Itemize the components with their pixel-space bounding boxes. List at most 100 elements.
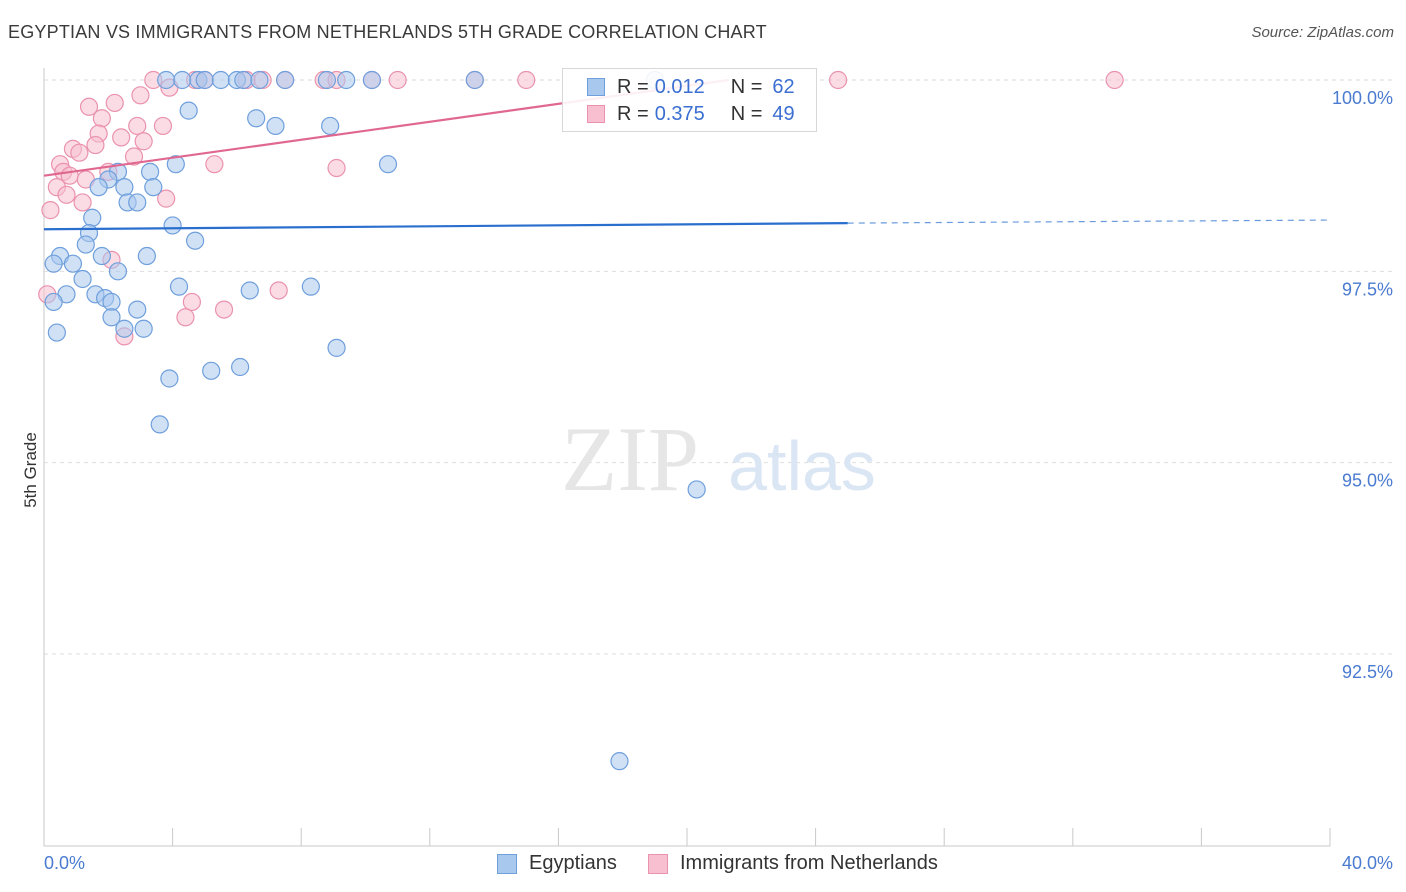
egyptians-point — [140, 162, 160, 181]
egyptians-point — [73, 269, 92, 289]
x-tick-label-max: 40.0% — [1342, 853, 1393, 873]
netherlands-point — [214, 300, 234, 319]
egyptians-point — [134, 319, 153, 338]
netherlands-point — [829, 70, 848, 90]
legend-r-value: 0.375 — [654, 102, 705, 125]
legend-swatch-pink — [587, 105, 605, 123]
egyptians-point — [247, 109, 266, 128]
egyptians-point — [44, 254, 63, 273]
egyptians-point — [362, 70, 382, 90]
y-tick-label: 95.0% — [1342, 471, 1393, 491]
legend-r-value: 0.012 — [654, 75, 705, 98]
series-egyptians-points — [44, 70, 706, 771]
egyptians-point — [144, 178, 163, 197]
netherlands-point — [131, 86, 150, 105]
egyptians-point — [166, 155, 185, 174]
legend-series-label: Immigrants from Netherlands — [680, 852, 938, 874]
watermark: ZIP atlas — [561, 408, 876, 510]
egyptians-point — [240, 281, 259, 300]
netherlands-point — [182, 292, 201, 312]
netherlands-point — [124, 147, 144, 166]
netherlands-point — [327, 158, 346, 178]
egyptians-point — [163, 216, 182, 235]
tick-labels: 100.0% 97.5% 95.0% 92.5% 0.0% 40.0% — [44, 88, 1393, 873]
netherlands-point — [269, 281, 288, 300]
egyptians-point — [195, 70, 214, 90]
egyptians-point — [211, 70, 230, 90]
legend-swatch-blue — [497, 853, 517, 874]
netherlands-point — [205, 155, 224, 174]
egyptians-point — [378, 155, 398, 174]
egyptians-point — [610, 752, 629, 771]
y-tick-label: 100.0% — [1332, 88, 1393, 108]
netherlands-point — [128, 116, 147, 136]
egyptians-point — [234, 70, 253, 90]
legend-r-label: R = — [617, 102, 649, 125]
egyptians-point — [128, 193, 147, 212]
egyptians-point — [179, 101, 198, 120]
watermark-atlas: atlas — [728, 427, 876, 505]
egyptians-point — [687, 480, 706, 499]
legend-r-label: R = — [617, 75, 649, 98]
egyptians-point — [266, 116, 285, 136]
chart-title: EGYPTIAN VS IMMIGRANTS FROM NETHERLANDS … — [8, 22, 767, 42]
legend-n-label: N = — [730, 102, 763, 125]
legend-row-egyptians: R = 0.012 N = 62 — [587, 74, 795, 100]
egyptians-point — [128, 300, 147, 319]
egyptians-point — [250, 70, 269, 90]
egyptians-point — [276, 70, 295, 90]
egyptians-point — [44, 292, 63, 312]
netherlands-point — [57, 185, 76, 204]
netherlands-point — [157, 189, 176, 208]
egyptians-point — [108, 262, 128, 281]
egyptians-point — [327, 338, 346, 357]
netherlands-point — [176, 308, 195, 327]
egyptians-point — [202, 361, 221, 380]
y-tick-label: 92.5% — [1342, 662, 1393, 682]
bottom-legend-egyptians[interactable]: Egyptians — [497, 852, 617, 875]
egyptians-point — [89, 178, 108, 197]
egyptians-point — [115, 319, 134, 338]
egyptians-point — [47, 323, 66, 342]
netherlands-point — [73, 193, 92, 212]
netherlands-point — [70, 143, 89, 162]
y-tick-label: 97.5% — [1342, 279, 1393, 299]
egyptians-point — [150, 415, 169, 434]
egyptians-point — [169, 277, 189, 296]
egyptians-trend-line — [43, 222, 848, 231]
egyptians-point — [137, 246, 156, 266]
netherlands-point — [134, 132, 153, 151]
egyptians-point — [157, 70, 176, 90]
legend-row-netherlands: R = 0.375 N = 49 — [587, 101, 795, 127]
legend-swatch-blue — [587, 78, 605, 96]
x-tick-label-min: 0.0% — [44, 853, 85, 873]
legend-swatch-pink — [648, 853, 668, 874]
legend-n-value: 62 — [772, 75, 795, 98]
netherlands-point — [41, 201, 60, 220]
egyptians-point — [83, 208, 102, 227]
y-axis-label: 5th Grade — [21, 432, 40, 508]
legend-n-value: 49 — [772, 102, 795, 125]
legend-n-label: N = — [730, 75, 763, 98]
egyptians-trend-extension — [847, 219, 1331, 224]
netherlands-point — [388, 70, 407, 90]
egyptians-point — [76, 235, 95, 254]
egyptians-point — [301, 277, 320, 296]
netherlands-point — [105, 93, 124, 113]
source-label: Source: ZipAtlas.com — [1251, 24, 1394, 41]
bottom-legend-netherlands[interactable]: Immigrants from Netherlands — [648, 852, 938, 875]
axes — [43, 68, 1331, 847]
egyptians-point — [92, 246, 111, 266]
netherlands-point — [153, 116, 173, 136]
egyptians-point — [231, 357, 250, 377]
egyptians-point — [321, 116, 340, 136]
stats-legend: R = 0.012 N = 62 R = 0.375 N = 49 — [562, 68, 817, 132]
egyptians-point — [115, 178, 134, 197]
egyptians-point — [102, 292, 121, 312]
egyptians-point — [160, 369, 179, 388]
netherlands-point — [92, 109, 111, 128]
egyptians-point — [186, 231, 205, 250]
egyptians-point — [337, 70, 356, 90]
netherlands-point — [1105, 70, 1124, 90]
